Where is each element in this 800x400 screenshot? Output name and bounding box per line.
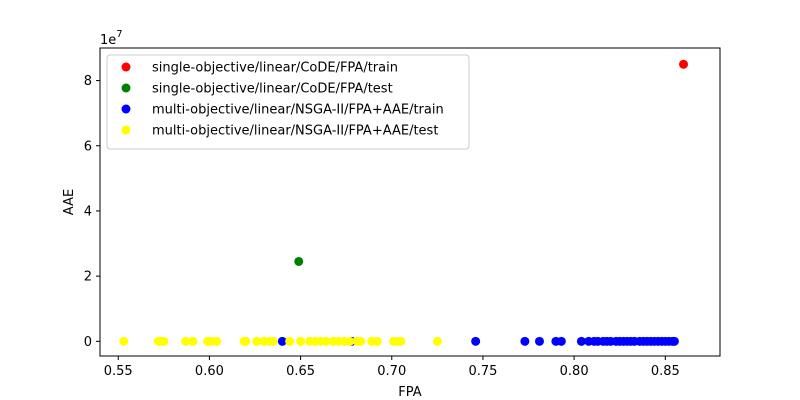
plot-frame — [99, 47, 721, 357]
data-point — [294, 256, 304, 266]
legend-marker — [121, 83, 131, 93]
data-point — [432, 336, 442, 346]
legend-marker — [121, 125, 131, 135]
legend-marker — [121, 62, 131, 72]
data-point — [372, 336, 382, 346]
x-tick-label: 0.80 — [560, 364, 589, 379]
series-3-points — [119, 336, 442, 346]
legend: single-objective/linear/CoDE/FPA/train si… — [106, 54, 470, 150]
data-point — [296, 336, 306, 346]
y-tick-label: 0 — [84, 335, 92, 350]
x-tick-label: 0.75 — [468, 364, 497, 379]
data-point — [356, 336, 366, 346]
y-axis-label: AAE — [62, 189, 77, 215]
y-axis-multiplier: 1e7 — [100, 29, 123, 48]
y-axis-multiplier-base: 1e — [100, 33, 116, 48]
data-point — [241, 336, 251, 346]
data-point — [576, 336, 586, 346]
data-point — [396, 336, 406, 346]
y-tick-label: 8 — [84, 74, 92, 89]
data-point — [520, 336, 530, 346]
data-point — [188, 336, 198, 346]
y-tick-label: 6 — [84, 139, 92, 154]
data-point — [212, 336, 222, 346]
series-1-points — [294, 256, 304, 266]
data-point — [669, 336, 679, 346]
series-0-points — [679, 59, 689, 69]
legend-entry-label: single-objective/linear/CoDE/FPA/test — [152, 82, 393, 97]
x-tick-label: 0.70 — [377, 364, 406, 379]
data-point — [268, 336, 278, 346]
data-point — [159, 336, 169, 346]
legend-entry-label: single-objective/linear/CoDE/FPA/train — [152, 61, 398, 76]
y-tick-label: 2 — [84, 270, 92, 285]
data-point — [345, 336, 355, 346]
x-axis-label: FPA — [398, 385, 421, 400]
legend-box — [106, 54, 470, 150]
data-point — [556, 336, 566, 346]
data-point — [119, 336, 129, 346]
x-tick-label: 0.55 — [104, 364, 133, 379]
data-point — [471, 336, 481, 346]
x-tick-label: 0.60 — [195, 364, 224, 379]
data-point — [321, 336, 331, 346]
data-point — [285, 336, 295, 346]
y-tick-label: 4 — [84, 204, 92, 219]
legend-entry-label: multi-objective/linear/NSGA-II/FPA+AAE/t… — [152, 124, 438, 139]
y-axis-multiplier-exponent: 7 — [116, 29, 122, 40]
points-layer — [119, 59, 689, 346]
data-point — [277, 336, 287, 346]
series-2-points — [277, 336, 679, 346]
data-point — [679, 59, 689, 69]
legend-marker — [121, 104, 131, 114]
x-tick-label: 0.65 — [286, 364, 315, 379]
y-axis-ticks: 0 2 4 6 8 — [84, 74, 100, 350]
data-point — [181, 336, 191, 346]
x-axis-ticks: 0.55 0.60 0.65 0.70 0.75 0.80 0.85 — [104, 356, 680, 379]
x-tick-label: 0.85 — [651, 364, 680, 379]
legend-entry-label: multi-objective/linear/NSGA-II/FPA+AAE/t… — [152, 103, 444, 118]
data-point — [534, 336, 544, 346]
data-point — [252, 336, 262, 346]
